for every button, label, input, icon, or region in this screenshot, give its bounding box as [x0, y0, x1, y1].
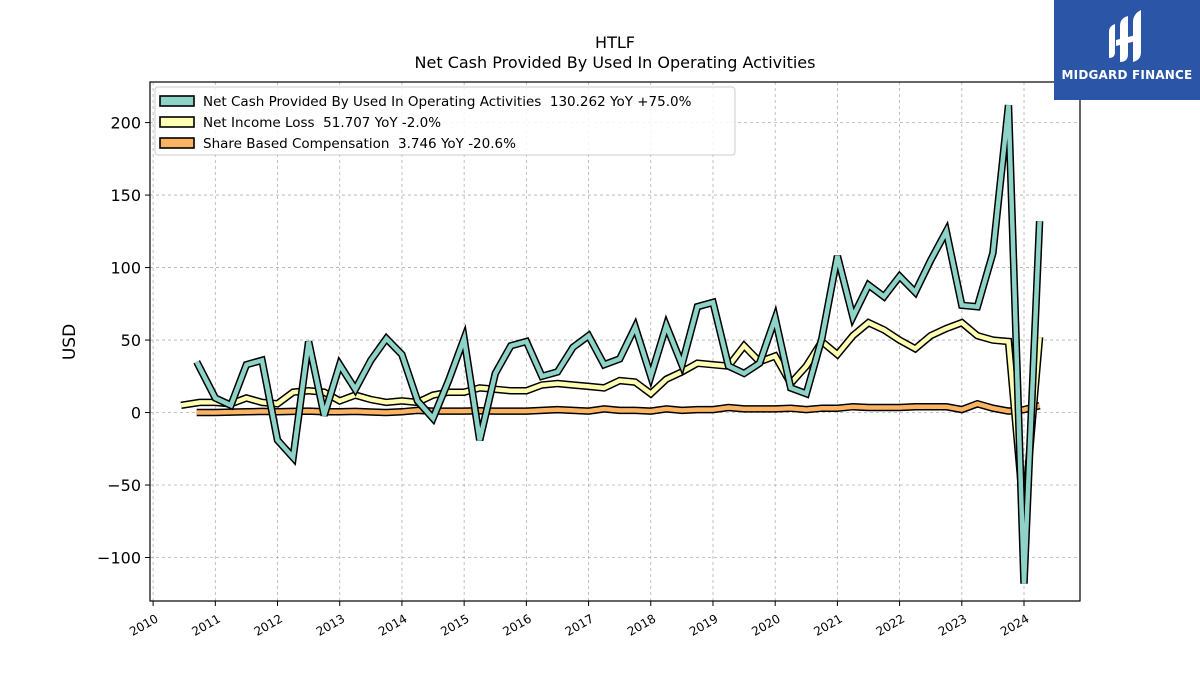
y-tick-label: −50: [107, 476, 141, 495]
chart-title: HTLF: [595, 33, 635, 52]
brand-logo: MIDGARD FINANCE: [1054, 0, 1200, 100]
y-tick-label: 200: [110, 114, 141, 133]
legend: Net Cash Provided By Used In Operating A…: [154, 86, 736, 156]
legend-label: Share Based Compensation 3.746 YoY -20.6…: [203, 136, 516, 152]
y-axis: −100 −50 0 50 100 150 200: [97, 114, 150, 568]
x-tick-label: 2024: [998, 611, 1031, 638]
plot-frame: [149, 81, 1081, 602]
chart-subtitle: Net Cash Provided By Used In Operating A…: [415, 53, 816, 72]
grid: [150, 82, 1080, 601]
x-tick-label: 2016: [500, 611, 533, 638]
series-line: [196, 401, 1041, 415]
brand-logo-mark: [1054, 0, 1200, 100]
legend-label: Net Income Loss 51.707 YoY -2.0%: [203, 115, 441, 131]
x-tick-label: 2012: [252, 611, 285, 638]
x-tick-label: 2017: [563, 611, 596, 638]
legend-swatch: [159, 137, 195, 149]
x-tick-label: 2021: [811, 611, 844, 638]
brand-name: MIDGARD FINANCE: [1061, 68, 1193, 82]
x-tick-label: 2022: [874, 611, 907, 638]
x-tick-label: 2019: [687, 611, 720, 638]
x-tick-label: 2018: [625, 611, 658, 638]
series-line: [180, 320, 1042, 518]
x-tick-label: 2013: [314, 611, 347, 638]
y-tick-label: 0: [131, 404, 141, 423]
y-axis-label: USD: [60, 324, 80, 360]
x-tick-label: 2023: [936, 611, 969, 638]
legend-box: [154, 86, 736, 156]
x-tick-label: 2011: [189, 611, 222, 638]
legend-swatch: [159, 116, 195, 128]
legend-swatch: [159, 95, 195, 107]
series-line: [194, 104, 1042, 584]
x-tick-label: 2020: [749, 611, 782, 638]
x-tick-label: 2015: [438, 611, 471, 638]
y-tick-label: 150: [110, 186, 141, 205]
x-axis: 2010 2011 2012 2013 2014 2015 2016 2017 2018 2019…: [127, 601, 1032, 639]
x-tick-label: 2014: [376, 611, 409, 638]
y-tick-label: 50: [121, 331, 141, 350]
y-tick-label: −100: [97, 549, 141, 568]
legend-label: Net Cash Provided By Used In Operating A…: [203, 94, 692, 110]
series-layer: [180, 104, 1044, 584]
x-tick-label: 2010: [127, 611, 160, 638]
y-tick-label: 100: [110, 259, 141, 278]
